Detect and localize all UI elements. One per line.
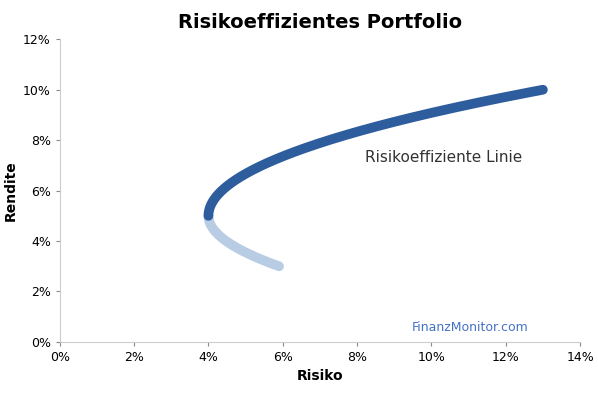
Title: Risikoeffizientes Portfolio: Risikoeffizientes Portfolio <box>178 13 462 32</box>
Text: Risikoeffiziente Linie: Risikoeffiziente Linie <box>365 150 522 165</box>
Y-axis label: Rendite: Rendite <box>4 160 17 221</box>
X-axis label: Risiko: Risiko <box>297 369 343 384</box>
Text: FinanzMonitor.com: FinanzMonitor.com <box>411 321 528 334</box>
